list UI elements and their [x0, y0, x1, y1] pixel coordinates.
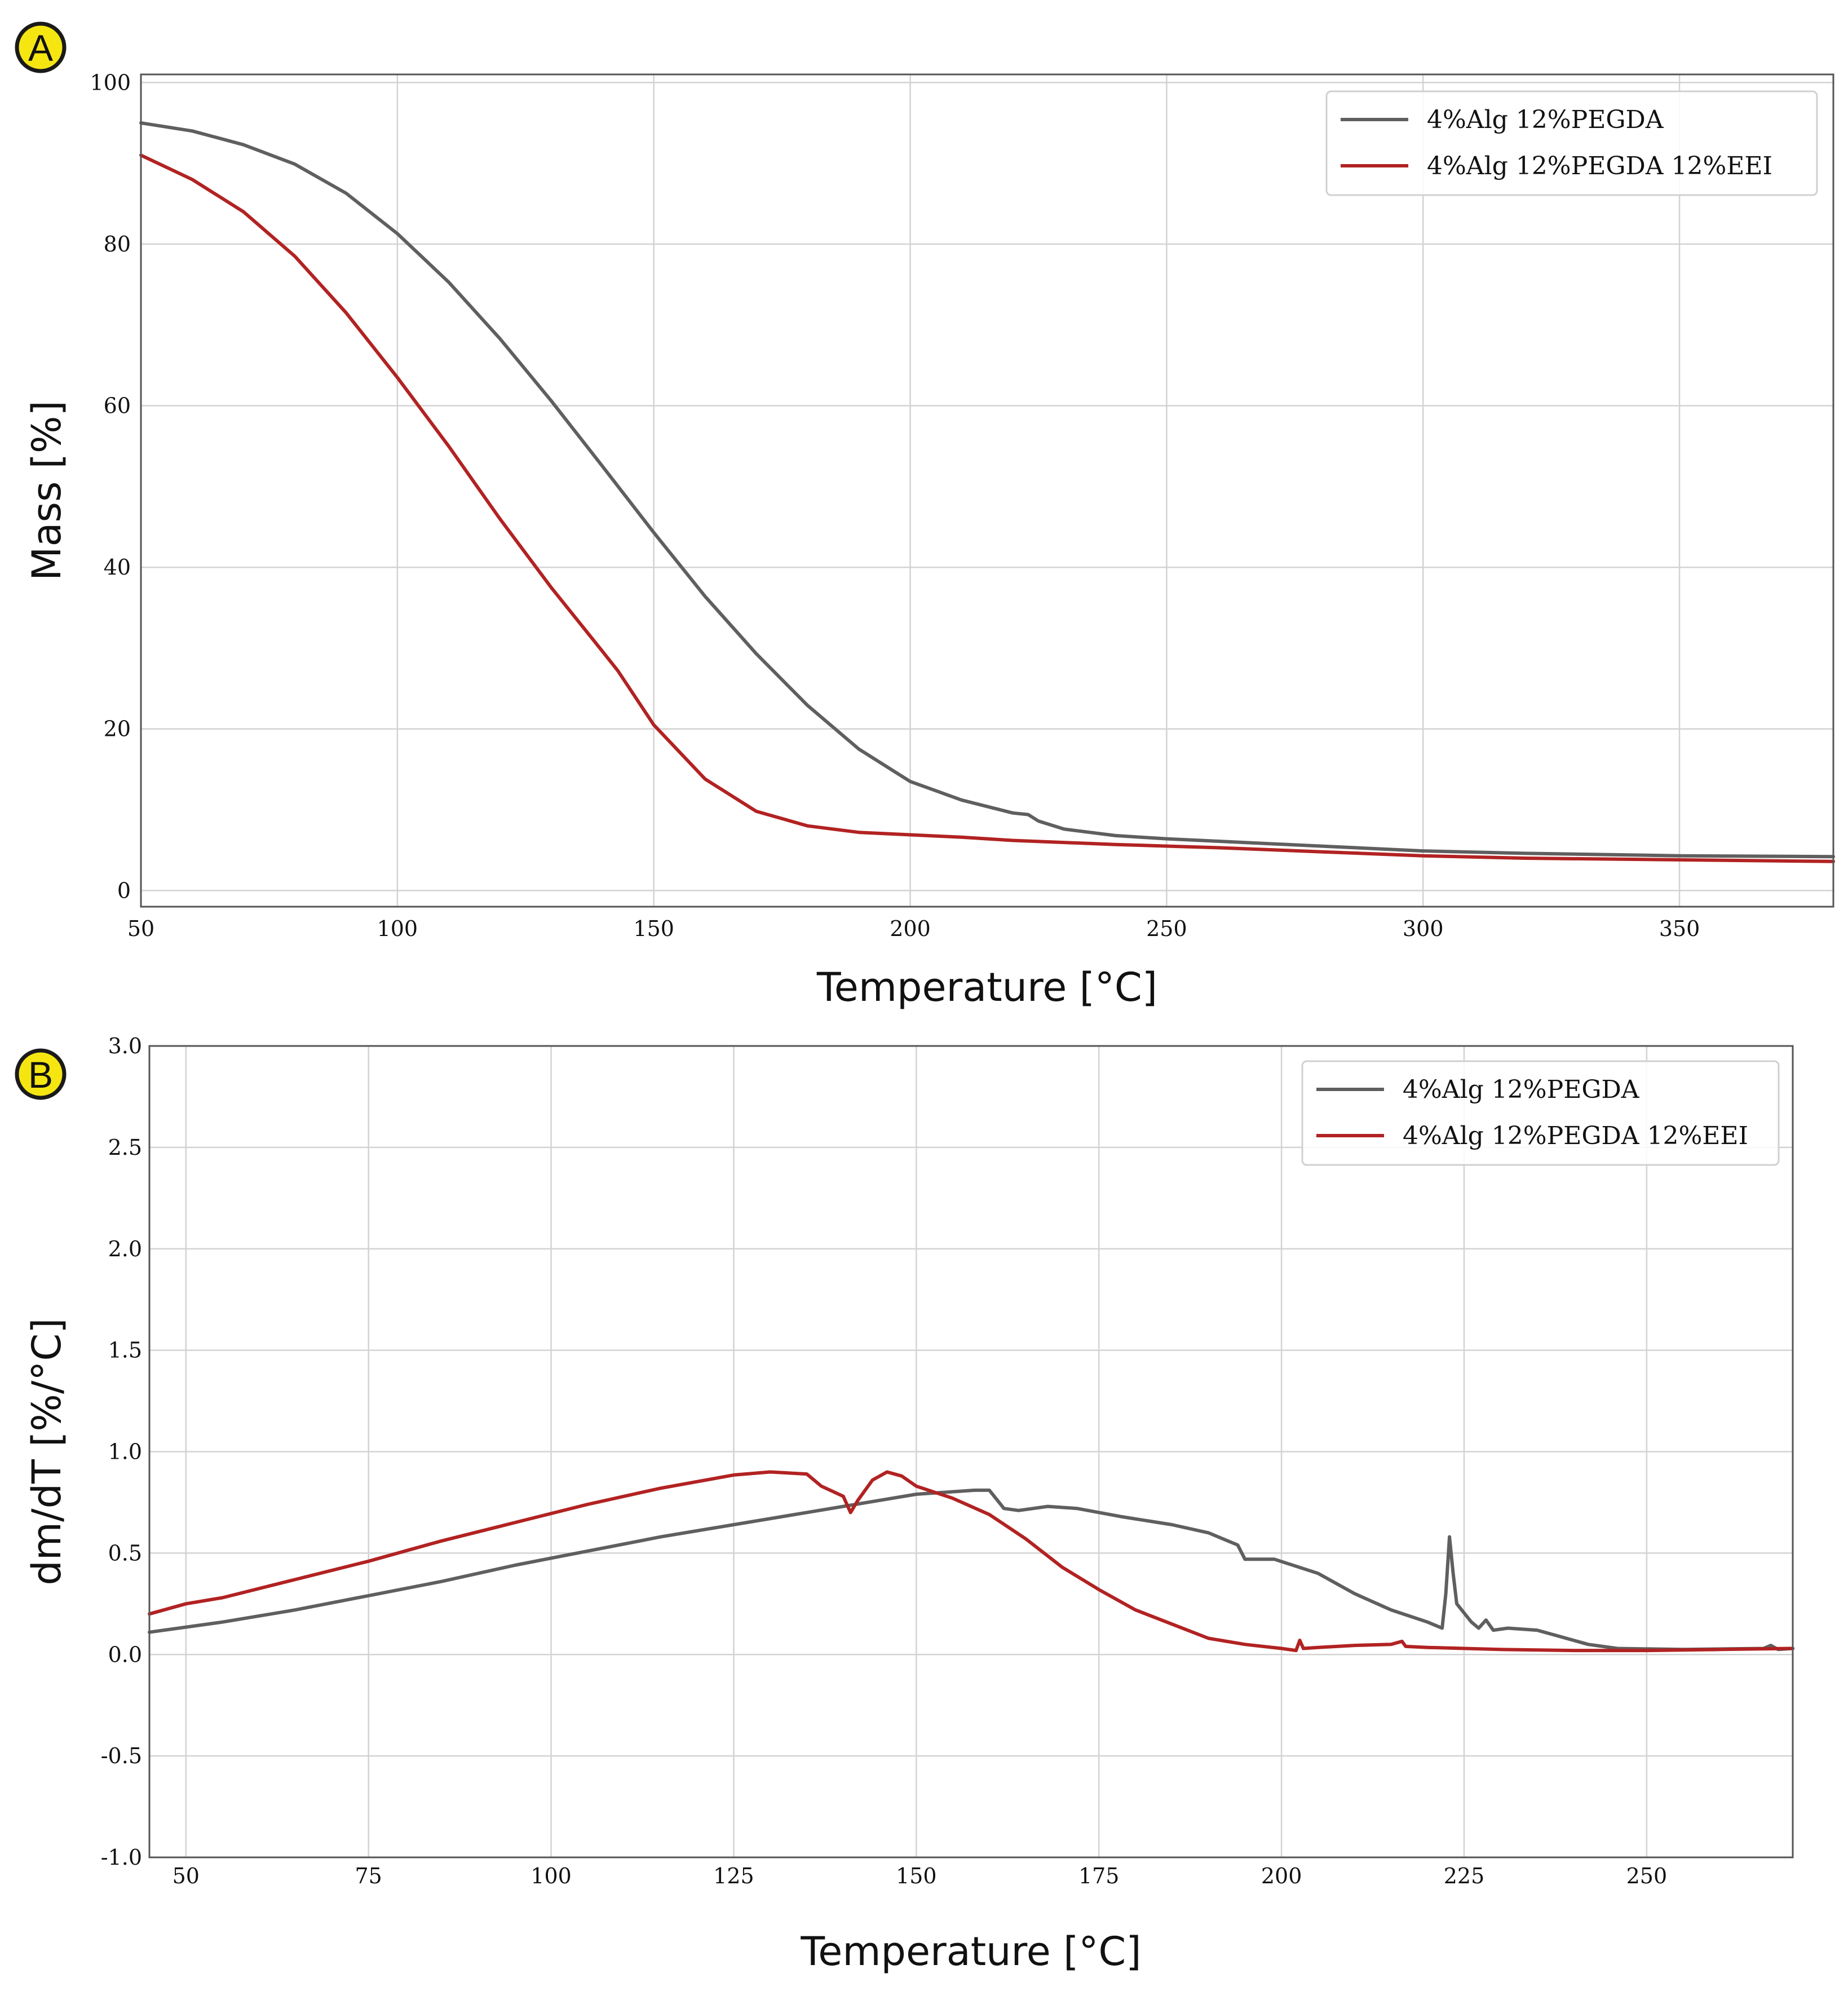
- panel-b-x-tick-labels: 50 75 100 125 150 175 200 225 250: [173, 1864, 1668, 1888]
- panel-a-badge-circle: [15, 21, 67, 73]
- panel-b-x-tick-label: 225: [1444, 1864, 1485, 1888]
- panel-b-y-tick-label: 3.0: [108, 1034, 142, 1058]
- panel-b-y-tick-label: 2.0: [108, 1237, 142, 1261]
- panel-a-x-tick-label: 350: [1659, 916, 1700, 941]
- panel-b-badge-letter: B: [28, 1054, 53, 1096]
- panel-a-badge: A: [15, 21, 67, 73]
- panel-a-y-tick-label: 20: [104, 717, 131, 741]
- panel-a-series-line-1: [139, 121, 1835, 859]
- panel-b-x-axis-title: Temperature [°C]: [800, 1928, 1141, 1975]
- panel-b-legend-label-2: 4%Alg 12%PEGDA 12%EEI: [1403, 1122, 1748, 1150]
- panel-b-series-line-2: [148, 1470, 1794, 1653]
- panel-a-legend-label-2: 4%Alg 12%PEGDA 12%EEI: [1427, 152, 1772, 180]
- panel-a-mass-chart: A 50 100 150 200 250 300 350 0 20 40 60 80 100 Temp…: [15, 21, 1835, 1010]
- panel-a-series-line-2: [139, 153, 1835, 863]
- panel-a-x-tick-labels: 50 100 150 200 250 300 350: [127, 916, 1700, 941]
- panel-b-y-axis-title: dm/dT [%/°C]: [24, 1318, 70, 1585]
- panel-a-y-tick-label: 80: [104, 232, 131, 257]
- panel-b-legend-box: [1301, 1060, 1780, 1166]
- panel-b-x-tick-label: 250: [1626, 1864, 1668, 1888]
- panel-a-x-tick-label: 150: [633, 916, 674, 941]
- panel-a-y-tick-label: 40: [104, 555, 131, 580]
- panel-a-x-tick-label: 300: [1403, 916, 1444, 941]
- panel-a-x-tick-label: 50: [127, 916, 154, 941]
- panel-b-x-tick-label: 100: [530, 1864, 572, 1888]
- panel-b-legend-label-1: 4%Alg 12%PEGDA: [1403, 1075, 1640, 1104]
- panel-a-legend: 4%Alg 12%PEGDA 4%Alg 12%PEGDA 12%EEI: [1325, 90, 1818, 196]
- panel-b-y-tick-label: -1.0: [101, 1845, 142, 1870]
- panel-b-y-tick-label: 2.5: [108, 1135, 142, 1160]
- panel-b-badge-circle: [15, 1048, 67, 1100]
- panel-b-plot-frame: [148, 1045, 1794, 1858]
- panel-a-x-tick-label: 200: [890, 916, 931, 941]
- panel-b-y-tick-label: 1.5: [108, 1338, 142, 1363]
- panel-b-x-tick-label: 175: [1078, 1864, 1120, 1888]
- panel-b-x-tick-label: 75: [355, 1864, 382, 1888]
- panel-b-y-tick-label: -0.5: [101, 1743, 142, 1768]
- panel-a-gridlines: [140, 74, 1833, 907]
- panel-a-y-tick-labels: 0 20 40 60 80 100: [90, 70, 131, 903]
- panel-b-series: [148, 1470, 1794, 1653]
- panel-b-x-tick-label: 150: [896, 1864, 937, 1888]
- panel-b-y-tick-label: 0.0: [108, 1642, 142, 1667]
- panel-b-y-tick-label: 0.5: [108, 1540, 142, 1565]
- panel-a-series: [139, 121, 1835, 863]
- panel-a-y-tick-label: 0: [117, 878, 131, 903]
- panel-a-badge-letter: A: [28, 27, 53, 69]
- panel-b-y-tick-labels: -1.0 -0.5 0.0 0.5 1.0 1.5 2.0 2.5 3.0: [101, 1034, 142, 1870]
- panel-a-y-tick-label: 100: [90, 70, 131, 95]
- panel-a-x-tick-label: 250: [1146, 916, 1187, 941]
- panel-b-derivative-chart: B 50 75 100 125 150 175 200 225 250 -1.0 -0.5 0.0 0…: [15, 1034, 1794, 1975]
- panel-b-x-tick-label: 200: [1261, 1864, 1302, 1888]
- panel-a-y-tick-label: 60: [104, 394, 131, 418]
- panel-b-x-tick-label: 125: [713, 1864, 754, 1888]
- panel-a-legend-label-1: 4%Alg 12%PEGDA: [1427, 105, 1664, 134]
- panel-b-x-tick-label: 50: [173, 1864, 200, 1888]
- panel-b-badge: B: [15, 1048, 67, 1100]
- panel-b-legend: 4%Alg 12%PEGDA 4%Alg 12%PEGDA 12%EEI: [1301, 1060, 1780, 1166]
- panel-b-series-line-1: [148, 1488, 1794, 1652]
- panel-a-plot-frame: [140, 73, 1834, 908]
- panel-a-legend-box: [1325, 90, 1818, 196]
- panel-b-y-tick-label: 1.0: [108, 1440, 142, 1464]
- panel-a-y-axis-title: Mass [%]: [24, 400, 70, 581]
- panel-a-x-axis-title: Temperature [°C]: [816, 964, 1157, 1010]
- panel-a-x-tick-label: 100: [377, 916, 418, 941]
